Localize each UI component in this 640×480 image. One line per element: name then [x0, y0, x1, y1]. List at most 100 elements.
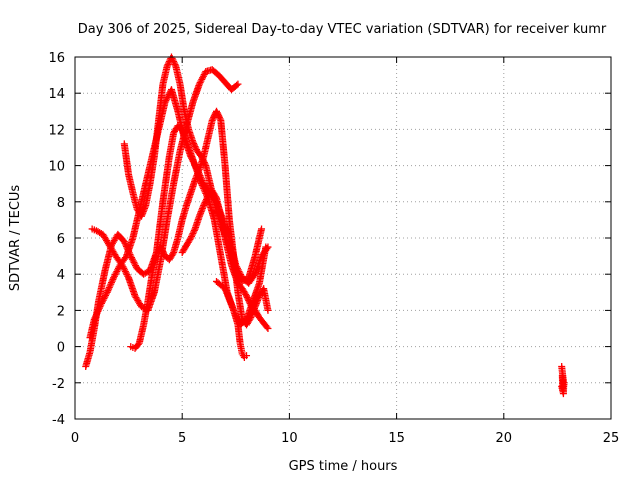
data-point [559, 386, 567, 394]
data-point [121, 267, 129, 275]
data-point [111, 271, 119, 279]
series-4 [127, 107, 272, 352]
y-tick-label: 2 [57, 304, 65, 319]
data-point [98, 299, 106, 307]
x-tick-label: 15 [388, 431, 405, 446]
y-tick-label: 14 [48, 87, 65, 102]
data-point [159, 248, 167, 256]
data-point [171, 61, 179, 69]
data-point [128, 254, 136, 262]
data-point [129, 257, 137, 265]
data-point [93, 309, 101, 317]
data-point [119, 263, 127, 271]
data-point [264, 325, 272, 332]
y-tick-label: 6 [57, 232, 65, 247]
data-point [121, 239, 129, 247]
data-point [200, 201, 208, 209]
data-point [188, 154, 196, 162]
x-tick-label: 20 [496, 431, 513, 446]
data-point [263, 245, 271, 253]
data-point [216, 115, 224, 123]
data-point [200, 200, 208, 208]
data-point [92, 312, 100, 320]
data-point [113, 267, 121, 275]
data-point [104, 287, 112, 295]
y-tick-label: 16 [48, 51, 65, 66]
data-point [190, 141, 198, 149]
data-point [246, 315, 254, 323]
data-point [163, 62, 171, 70]
data-point [134, 340, 142, 348]
data-point [105, 283, 113, 291]
data-point [118, 261, 126, 269]
data-point [215, 112, 223, 120]
data-point [245, 298, 253, 306]
y-axis-label: SDTVAR / TECUs [8, 185, 23, 292]
data-point [97, 301, 105, 309]
data-point [198, 75, 206, 83]
data-point [90, 315, 98, 323]
chart-title: Day 306 of 2025, Sidereal Day-to-day VTE… [78, 22, 607, 37]
data-point [187, 153, 195, 161]
y-tick-label: 8 [57, 196, 65, 211]
data-point [132, 262, 140, 270]
data-point [122, 269, 130, 277]
data-point [243, 352, 251, 360]
data-point [110, 274, 118, 282]
data-point [198, 176, 206, 184]
data-point [209, 115, 217, 123]
data-point [105, 285, 113, 293]
data-point [114, 266, 122, 274]
data-point [190, 140, 198, 148]
data-point [189, 157, 197, 165]
data-point [101, 293, 109, 301]
data-point [164, 61, 172, 69]
series-7 [558, 363, 568, 398]
data-point [91, 314, 99, 322]
data-point [243, 292, 251, 300]
data-point [131, 260, 139, 268]
data-point [157, 245, 165, 253]
data-point [243, 293, 251, 301]
data-point [109, 275, 117, 283]
data-point [106, 282, 114, 290]
data-point [202, 197, 210, 205]
x-tick-label: 5 [178, 431, 186, 446]
x-tick-label: 25 [603, 431, 620, 446]
data-point [263, 323, 271, 331]
y-tick-label: 4 [57, 268, 65, 283]
data-point [121, 266, 129, 274]
data-point [188, 231, 196, 239]
data-point [122, 241, 130, 249]
data-point [202, 195, 210, 203]
y-tick-label: 0 [57, 341, 65, 356]
data-point [120, 238, 128, 246]
data-point [187, 232, 195, 240]
data-point [95, 304, 103, 312]
data-point [120, 264, 128, 272]
data-point [98, 298, 106, 306]
data-point [130, 258, 138, 266]
data-point [100, 295, 108, 303]
data-point [110, 272, 118, 280]
x-tick-label: 10 [281, 431, 298, 446]
data-point [195, 80, 203, 88]
data-point [234, 80, 242, 88]
data-point [169, 56, 177, 64]
data-point [199, 74, 207, 82]
data-point [99, 296, 107, 304]
data-point [107, 279, 115, 287]
x-tick-label: 0 [71, 431, 79, 446]
data-point [96, 303, 104, 311]
data-point [163, 93, 171, 101]
y-tick-label: 12 [48, 123, 65, 138]
data-point [208, 116, 216, 124]
data-point [264, 243, 272, 251]
data-point [102, 290, 110, 298]
data-point [264, 306, 272, 314]
data-point [121, 254, 129, 262]
data-point [103, 288, 111, 296]
data-point [107, 280, 115, 288]
